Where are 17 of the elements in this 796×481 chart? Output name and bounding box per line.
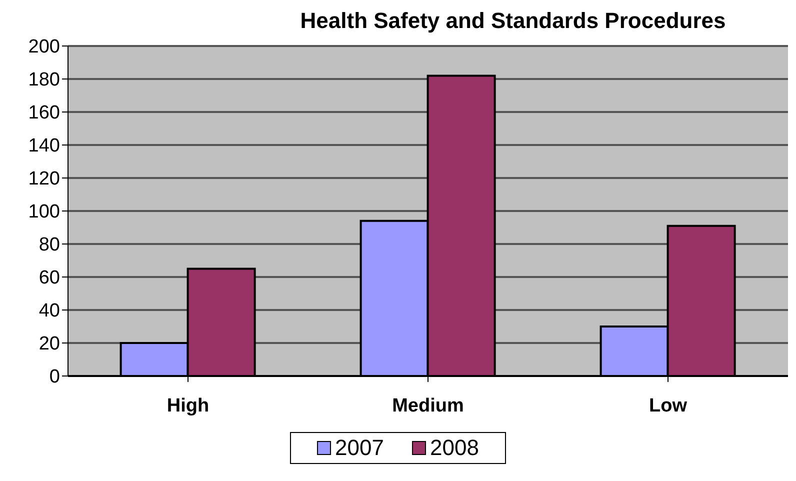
y-tick-label: 200	[28, 36, 60, 58]
y-tick-label: 40	[38, 300, 60, 322]
legend-label: 2007	[334, 435, 384, 461]
y-tick-label: 80	[38, 234, 60, 256]
y-tick-label: 100	[28, 202, 60, 223]
y-tick-label: 140	[28, 136, 60, 157]
y-tick-label: 120	[28, 168, 60, 190]
chart-title: Health Safety and Standards Procedures	[299, 8, 727, 34]
y-tick-label: 0	[49, 366, 60, 388]
y-tick-label: 20	[38, 334, 60, 355]
legend-label: 2008	[429, 435, 479, 461]
x-tick-label: High	[166, 395, 210, 416]
y-tick-label: 160	[28, 102, 60, 124]
x-tick-label: Low	[649, 395, 688, 416]
y-tick-label: 60	[38, 268, 60, 289]
x-tick-label: Medium	[392, 395, 464, 416]
y-tick-label: 180	[28, 70, 60, 91]
